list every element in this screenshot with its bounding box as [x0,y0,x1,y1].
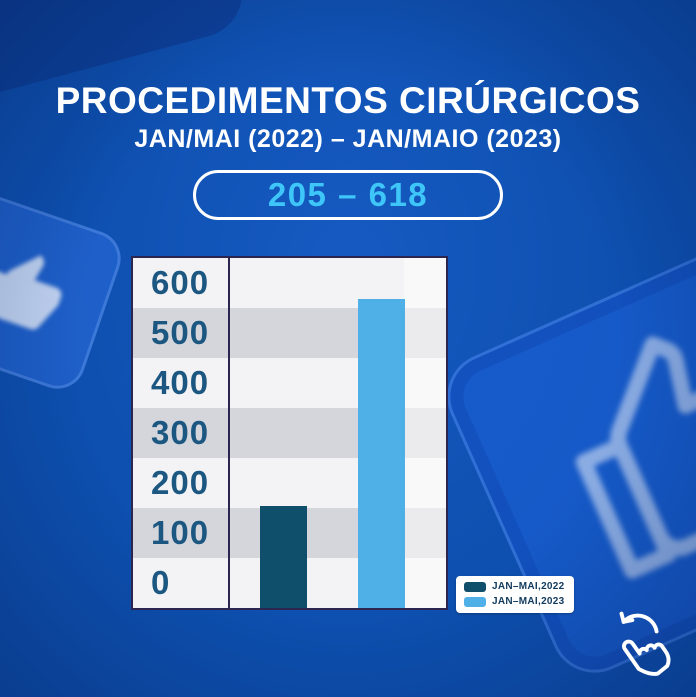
like-button-tile-large [433,235,696,687]
thumbs-up-outline-icon [575,336,696,579]
legend-item: JAN–MAI,2023 [464,596,565,607]
bar-JAN–MAI,2022 [260,505,307,608]
pointing-hand [622,639,671,676]
legend-label: JAN–MAI,2023 [492,596,565,607]
column-highlight-strip [404,258,446,608]
grid-band: 600 [133,258,446,308]
bar-chart-panel: 600 500 400 300 200 100 0 [131,256,448,610]
y-axis-label: 200 [151,464,210,501]
legend-label: JAN–MAI,2022 [492,581,565,592]
like-button-tile [0,187,129,397]
legend-swatch [464,596,486,607]
y-axis-label: 0 [151,564,171,601]
y-axis-divider-line [228,258,230,608]
page-subtitle: JAN/MAI (2022) – JAN/MAIO (2023) [134,125,562,153]
legend-swatch [464,581,486,592]
y-axis-label: 300 [151,414,210,451]
y-axis-label: 600 [151,264,210,301]
stat-range-value: 205 – 618 [267,176,429,213]
swipe-hand-icon[interactable] [602,605,680,689]
swipe-arrow-arc [621,613,659,634]
y-axis-label: 400 [151,364,210,401]
bar-JAN–MAI,2023 [358,299,405,608]
stat-range-badge: 205 – 618 [193,170,503,220]
y-axis-label: 500 [151,314,210,351]
chart-legend: JAN–MAI,2022 JAN–MAI,2023 [456,576,574,613]
thumbs-up-icon [0,255,62,330]
page-title: PROCEDIMENTOS CIRÚRGICOS [55,80,641,121]
y-axis-label: 100 [151,514,210,551]
legend-item: JAN–MAI,2022 [464,581,565,592]
swipe-arrowhead [619,611,635,624]
